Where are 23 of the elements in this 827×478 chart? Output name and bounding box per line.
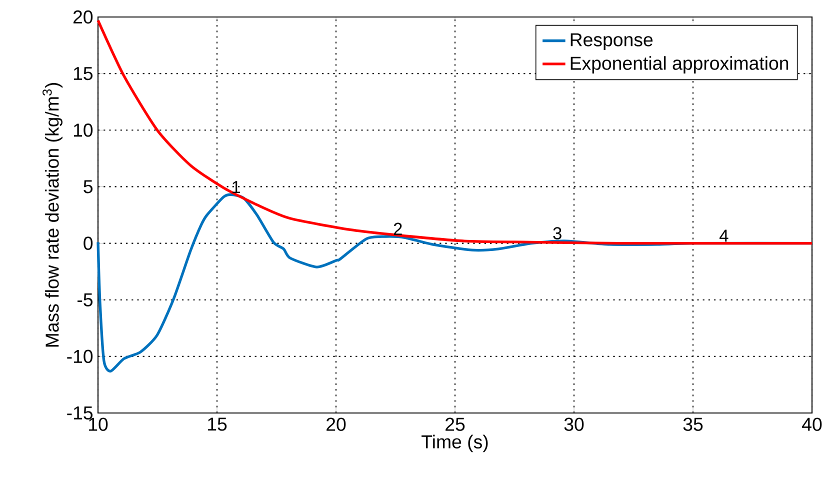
x-tick-label: 40 <box>802 418 822 431</box>
annotation: 1 <box>232 181 240 194</box>
x-axis-title: Time (s) <box>422 434 488 452</box>
y-tick-label: 15 <box>74 67 93 80</box>
line-series <box>96 19 814 245</box>
legend-label: Response <box>570 33 653 50</box>
x-tick-label: 30 <box>564 418 584 431</box>
x-tick-label: 15 <box>208 418 227 431</box>
y-tick-label: -15 <box>67 406 93 420</box>
y-tick-label: -10 <box>67 350 93 364</box>
y-tick-label: 0 <box>84 236 93 250</box>
x-tick-label: 25 <box>446 418 465 431</box>
y-tick-label: 10 <box>74 124 93 137</box>
y-axis-title: Mass flow rate deviation (kg/m$^{3}$) <box>42 83 62 347</box>
annotation: 4 <box>720 230 728 242</box>
x-tick-label: 20 <box>326 418 346 431</box>
y-tick-label: 20 <box>73 10 93 24</box>
y-tick-label: 5 <box>84 180 93 194</box>
annotation: 2 <box>394 222 402 235</box>
legend-label: Exponential approximation <box>570 56 788 74</box>
annotation: 3 <box>553 227 562 240</box>
x-tick-label: 35 <box>683 418 703 431</box>
y-tick-label: -5 <box>78 293 93 306</box>
